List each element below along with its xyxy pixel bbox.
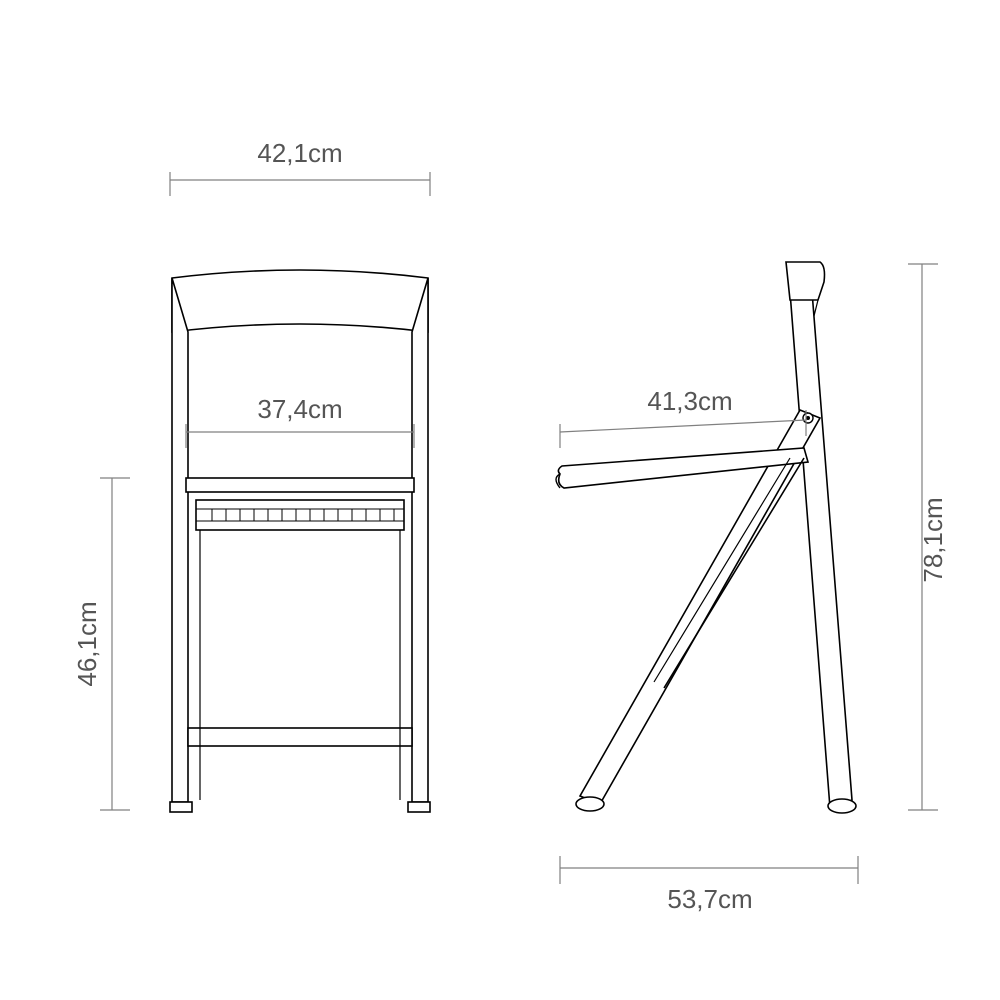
chair-dimension-diagram: 42,1cm 37,4cm 46,1cm 41,3cm 53,7cm 78,1c… — [0, 0, 1000, 1000]
label-seat-height: 46,1cm — [72, 601, 102, 686]
label-seat-width: 37,4cm — [257, 394, 342, 424]
label-seat-depth: 41,3cm — [647, 386, 732, 416]
label-width-top: 42,1cm — [257, 138, 342, 168]
label-total-height: 78,1cm — [918, 497, 948, 582]
front-view — [170, 270, 430, 812]
side-view — [556, 262, 856, 813]
label-depth-bottom: 53,7cm — [667, 884, 752, 914]
